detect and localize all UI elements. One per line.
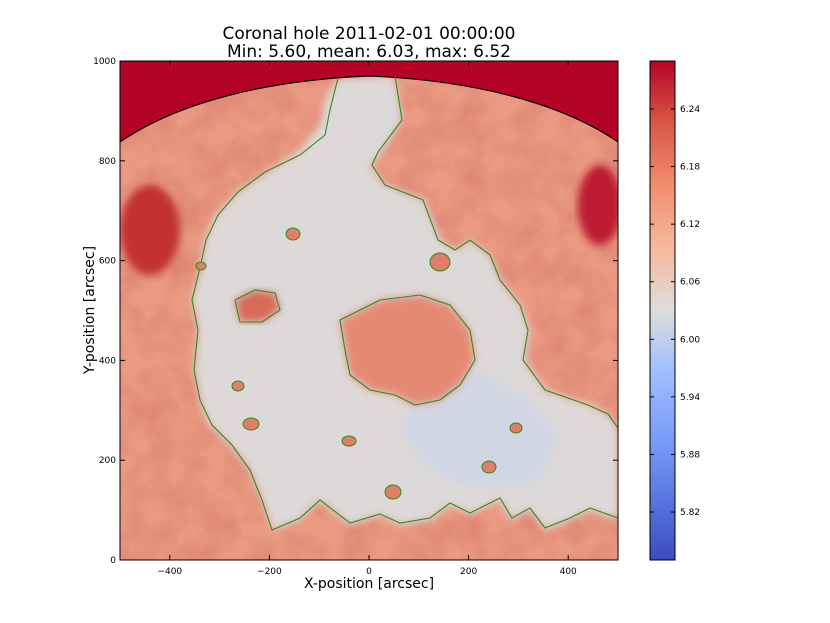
colorbar-tick-label: 6.24 [680,105,700,115]
colorbar-tick-label: 5.82 [680,508,700,518]
active-region-left [120,185,180,275]
small-contour-8 [195,261,207,271]
x-tick-label: 0 [366,567,372,577]
x-axis-label: X-position [arcsec] [304,576,434,592]
small-contour-4 [341,435,357,447]
island-contour [339,294,476,406]
coronal-hole-contour-right [371,75,618,429]
x-tick-label: −200 [257,567,282,577]
x-tick-label: 400 [560,567,577,577]
y-tick-label: 1000 [93,57,116,67]
colorbar-tick-label: 5.94 [680,393,700,403]
x-tick-label: −400 [157,567,182,577]
chart-title: Coronal hole 2011-02-01 00:00:00 [223,24,516,44]
bright-patch-left [235,290,280,322]
colorbar [649,60,676,561]
colorbar-tick-label: 5.88 [680,450,700,460]
off-limb-region [120,61,618,142]
y-axis-ticks: 0 200 400 600 800 1000 [93,57,618,566]
solar-limb [120,75,618,143]
y-axis-label: Y-position [arcsec] [82,246,98,375]
y-tick-label: 200 [99,456,116,466]
active-region-right [578,165,618,245]
colorbar-tick-label: 6.06 [680,278,700,288]
small-contour-3 [242,417,260,431]
bright-island-center [340,295,475,405]
small-contour-5 [481,460,497,474]
colorbar-ticks: 5.82 5.88 5.94 6.00 6.06 6.12 6.18 6.24 [650,105,700,518]
x-axis-ticks: −400 −200 0 200 400 [157,61,577,577]
patch-contour [234,289,281,323]
y-tick-label: 800 [99,157,116,167]
colorbar-tick-label: 6.12 [680,220,700,230]
y-tick-label: 0 [110,556,116,566]
small-contour-7 [429,252,451,272]
small-contour-2 [231,380,245,392]
heatmap-image [120,61,618,560]
chart-subtitle: Min: 5.60, mean: 6.03, max: 6.52 [227,42,511,62]
small-contour-9 [509,422,523,434]
coronal-hole-contour [191,77,618,531]
small-contour-6 [384,484,402,500]
colorbar-tick-label: 6.00 [680,335,700,345]
x-tick-label: 200 [460,567,477,577]
y-tick-label: 400 [99,356,116,366]
colorbar-tick-label: 6.18 [680,163,700,173]
y-tick-label: 600 [99,257,116,267]
small-contour-1 [285,227,301,241]
